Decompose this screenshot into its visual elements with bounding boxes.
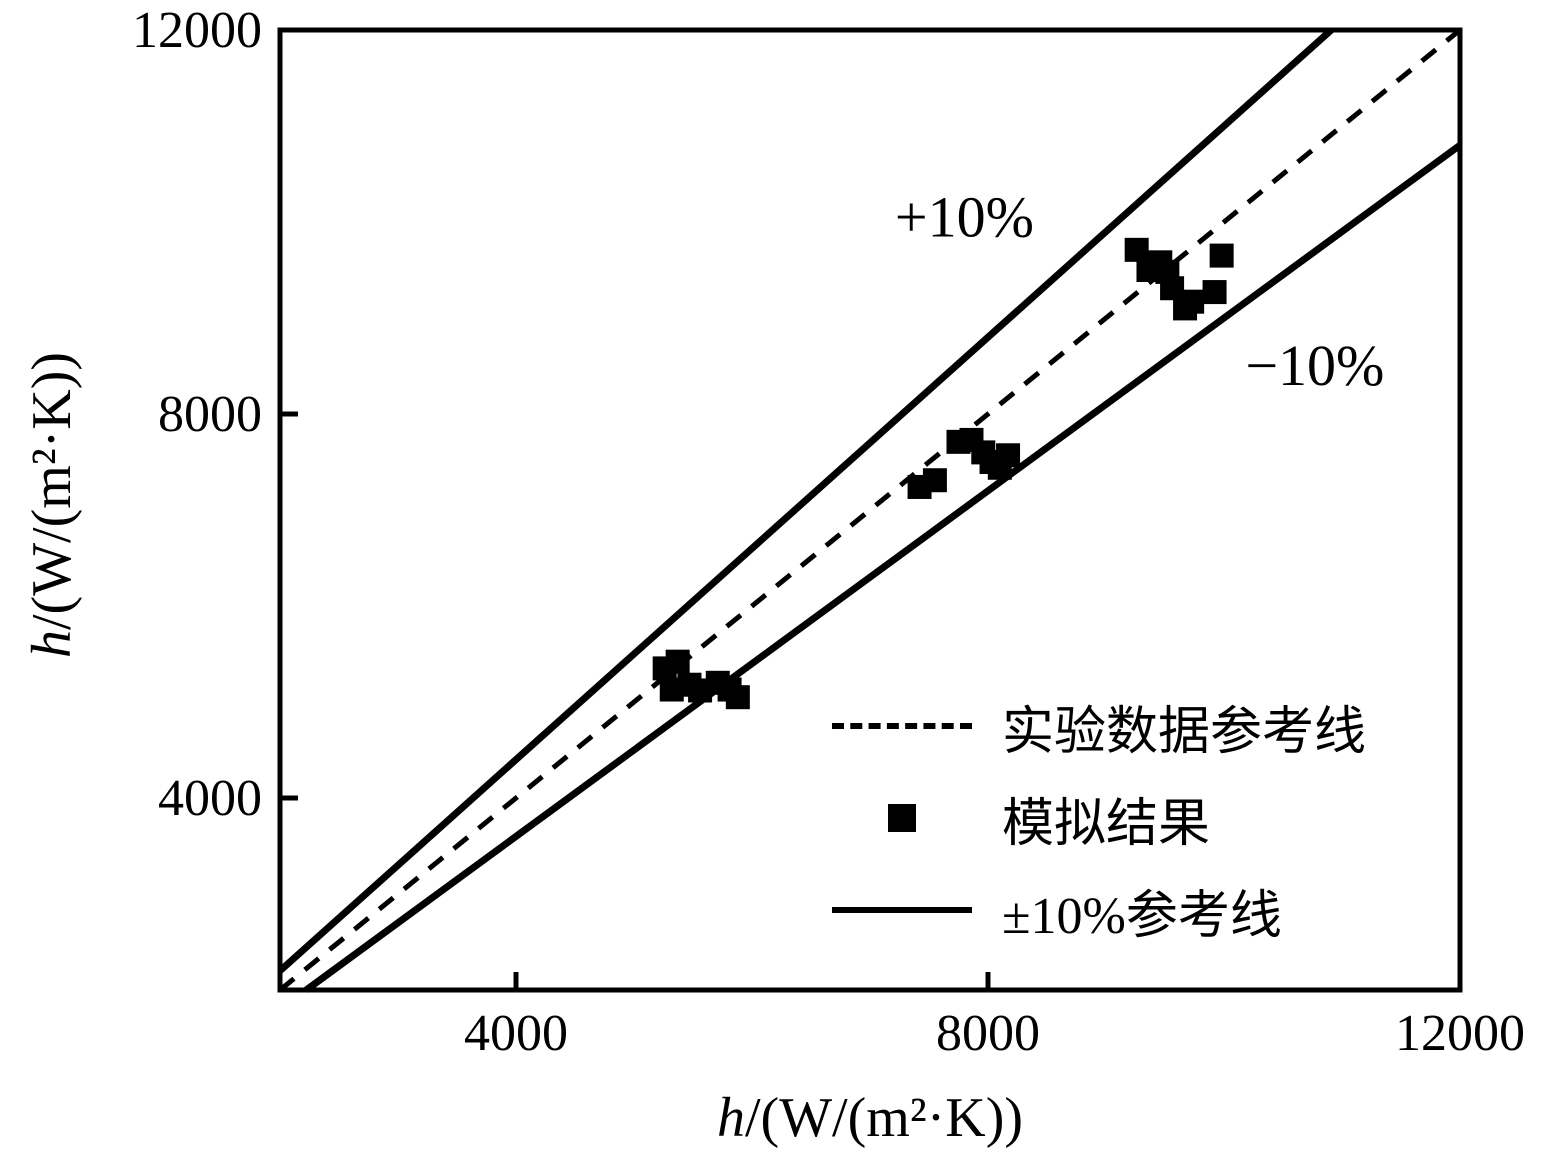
legend-label: 实验数据参考线 — [1002, 703, 1367, 761]
plus-10-percent-line — [277, 27, 1334, 974]
y-axis-title-italic: h — [21, 630, 83, 659]
y-tick-label: 12000 — [132, 2, 262, 59]
legend: 实验数据参考线 模拟结果 ±10%参考线 — [832, 680, 1366, 956]
x-tick-label: 12000 — [1395, 1005, 1525, 1062]
legend-label: ±10%参考线 — [1002, 887, 1282, 945]
data-point — [725, 685, 750, 710]
solid-line-icon — [832, 907, 972, 913]
x-tick-label: 8000 — [936, 1005, 1040, 1062]
legend-item-10-percent-reference: ±10%参考线 — [832, 864, 1366, 956]
square-marker-icon — [888, 804, 916, 832]
legend-item-simulation-results: 模拟结果 — [832, 772, 1366, 864]
data-point — [1160, 276, 1185, 301]
data-point — [665, 649, 690, 674]
legend-label: 模拟结果 — [1002, 795, 1211, 853]
square-marker-swatch — [832, 804, 972, 832]
solid-line-swatch — [832, 907, 972, 913]
legend-item-experimental-reference: 实验数据参考线 — [832, 680, 1366, 772]
data-point — [996, 443, 1021, 468]
plot-frame — [277, 27, 1463, 993]
annotation: +10% — [895, 184, 1034, 249]
y-axis-title-rest: /(W/(m²·K)) — [21, 351, 83, 631]
data-point — [922, 468, 947, 493]
dashed-line-icon — [832, 723, 972, 729]
x-axis-title-italic: h — [716, 1087, 745, 1149]
y-axis-title: h/(W/(m²·K)) — [20, 352, 84, 658]
annotation: −10% — [1245, 333, 1384, 398]
data-point — [1202, 280, 1227, 305]
data-point — [1180, 289, 1205, 314]
y-tick-label: 8000 — [158, 386, 262, 443]
minus-10-percent-line — [304, 142, 1463, 993]
x-axis-title: h/(W/(m²·K)) — [280, 1086, 1460, 1150]
x-tick-label: 4000 — [464, 1005, 568, 1062]
dashed-line-swatch — [832, 723, 972, 729]
data-point — [1209, 243, 1234, 268]
x-axis-title-rest: /(W/(m²·K)) — [744, 1087, 1023, 1149]
data-point — [1124, 237, 1149, 262]
y-tick-label: 4000 — [158, 770, 262, 827]
